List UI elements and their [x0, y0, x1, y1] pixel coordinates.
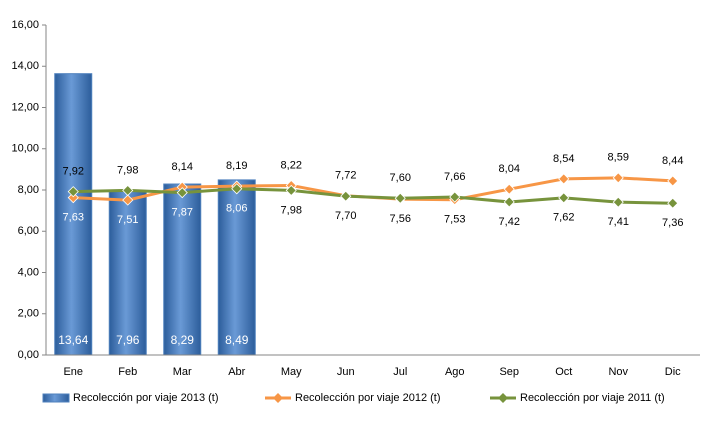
legend-swatch: [42, 393, 70, 403]
marker: [667, 175, 679, 187]
data-label: 7,62: [553, 212, 574, 224]
data-label: 7,87: [172, 207, 193, 219]
marker: [340, 190, 352, 202]
marker: [285, 184, 297, 196]
x-tick-label: Nov: [608, 366, 628, 378]
data-label: 7,36: [662, 217, 683, 229]
data-label: 7,53: [444, 214, 465, 226]
x-tick-label: Oct: [555, 366, 572, 378]
data-label: 7,42: [499, 216, 520, 228]
x-tick-label: Sep: [499, 366, 519, 378]
data-label: 8,19: [226, 160, 247, 172]
data-label: 7,66: [444, 171, 465, 183]
y-tick-label: 14,00: [11, 60, 39, 72]
marker: [176, 187, 188, 199]
marker: [612, 172, 624, 184]
marker: [558, 173, 570, 185]
legend-label: Recolección por viaje 2012 (t): [295, 392, 441, 404]
data-label: 7,60: [390, 172, 411, 184]
x-tick-label: May: [281, 366, 302, 378]
data-label: 7,51: [117, 214, 138, 226]
y-tick-label: 12,00: [11, 101, 39, 113]
bar: [54, 73, 93, 356]
x-tick-label: Jun: [337, 366, 355, 378]
y-tick-label: 8,00: [18, 184, 39, 196]
data-label: 7,98: [117, 164, 138, 176]
marker: [612, 196, 624, 208]
bar: [108, 190, 147, 356]
data-label: 7,72: [335, 170, 356, 182]
marker: [231, 183, 243, 195]
data-label: 8,06: [226, 203, 247, 215]
y-tick-label: 4,00: [18, 266, 39, 278]
y-tick-label: 2,00: [18, 308, 39, 320]
bar-label: 13,64: [58, 333, 88, 347]
x-tick-label: Abr: [228, 366, 245, 378]
data-label: 7,63: [63, 212, 84, 224]
bar-label: 8,29: [171, 333, 195, 347]
x-tick-label: Ene: [63, 366, 83, 378]
legend-marker: [273, 393, 283, 403]
data-label: 8,04: [499, 163, 520, 175]
x-tick-label: Ago: [445, 366, 465, 378]
y-tick-label: 6,00: [18, 225, 39, 237]
data-label: 7,70: [335, 210, 356, 222]
series-line: [73, 187, 673, 205]
data-label: 8,54: [553, 153, 574, 165]
marker: [394, 192, 406, 204]
legend-marker: [498, 393, 508, 403]
data-label: 7,92: [63, 166, 84, 178]
legend-label: Recolección por viaje 2011 (t): [520, 392, 665, 404]
marker: [667, 197, 679, 209]
x-tick-label: Mar: [173, 366, 192, 378]
legend-label: Recolección por viaje 2013 (t): [73, 392, 219, 404]
y-tick-label: 16,00: [11, 19, 39, 31]
bar-label: 7,96: [116, 333, 140, 347]
marker: [122, 184, 134, 196]
bar-label: 8,49: [225, 333, 249, 347]
x-tick-label: Jul: [393, 366, 407, 378]
y-tick-label: 10,00: [11, 143, 39, 155]
marker: [503, 183, 515, 195]
data-label: 7,56: [390, 213, 411, 225]
x-tick-label: Feb: [118, 366, 137, 378]
marker: [449, 191, 461, 203]
data-label: 7,41: [608, 216, 629, 228]
data-label: 8,14: [172, 161, 193, 173]
marker: [67, 186, 79, 198]
data-label: 8,22: [281, 159, 302, 171]
y-tick-label: 0,00: [18, 349, 39, 361]
x-tick-label: Dic: [665, 366, 681, 378]
data-label: 8,59: [608, 152, 629, 164]
marker: [558, 192, 570, 204]
marker: [122, 194, 134, 206]
data-label: 8,44: [662, 155, 683, 167]
data-label: 7,98: [281, 204, 302, 216]
bar: [217, 179, 256, 356]
marker: [503, 196, 515, 208]
marker: [67, 192, 79, 204]
